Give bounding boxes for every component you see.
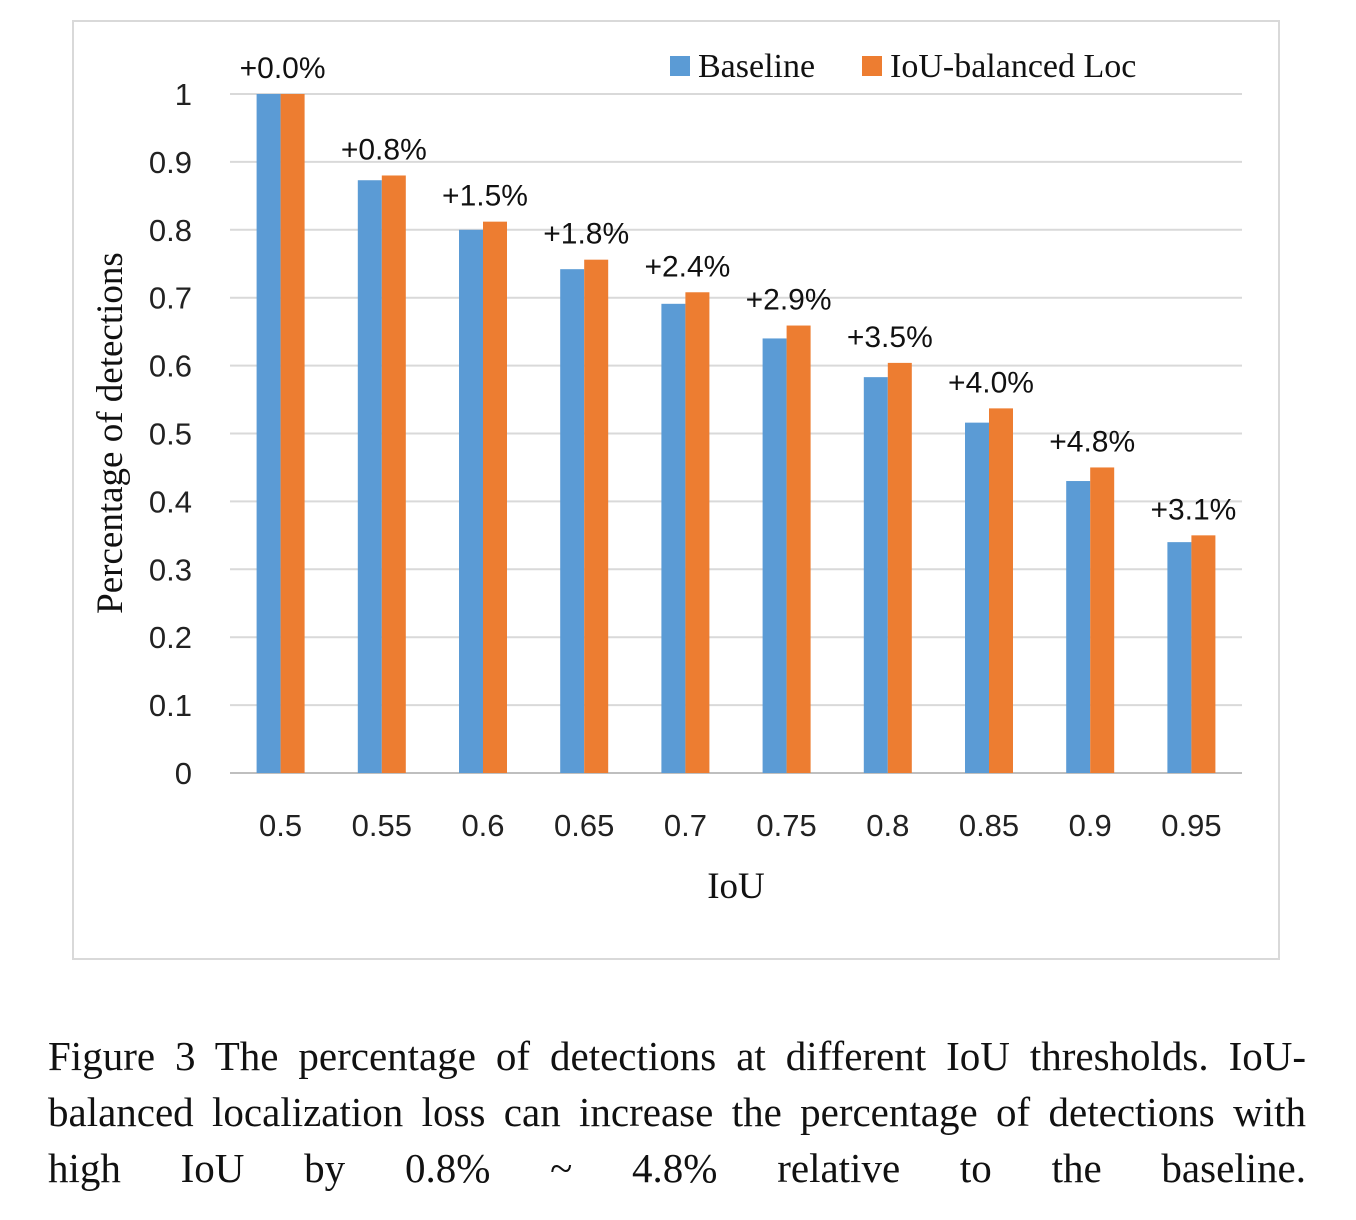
- legend-swatch-iou-balanced-loc: [862, 56, 882, 76]
- figure-caption: Figure 3 The percentage of detections at…: [48, 1033, 1306, 1191]
- y-tick-label: 0.7: [149, 281, 192, 316]
- bar-baseline: [1066, 481, 1091, 773]
- x-tick-label: 0.5: [259, 808, 302, 843]
- bar-annotation: +0.8%: [341, 133, 427, 166]
- bar-iou-balanced-loc: [483, 221, 507, 774]
- bar-annotation: +0.0%: [240, 52, 326, 85]
- y-axis-ticks: 0 0.1 0.2 0.3 0.4 0.5 0.6 0.7 0.8 0.9 1: [149, 77, 192, 791]
- bar-baseline: [661, 303, 686, 773]
- bar-iou-balanced-loc: [1090, 467, 1115, 773]
- x-tick-label: 0.55: [352, 808, 412, 843]
- x-tick-label: 0.6: [461, 808, 504, 843]
- bar-iou-balanced-loc: [280, 94, 305, 773]
- y-tick-label: 1: [175, 77, 192, 112]
- bars: [256, 94, 1216, 774]
- bar-chart: +0.0% +0.8% +1.5% +1.8% +2.4% +2.9% +3.5% +4.0%…: [90, 48, 1242, 907]
- bar-iou-balanced-loc: [685, 292, 710, 773]
- bar-baseline: [863, 377, 888, 773]
- x-tick-label: 0.75: [756, 808, 816, 843]
- y-tick-label: 0.6: [149, 349, 192, 384]
- y-axis-label: Percentage of detections: [90, 252, 131, 614]
- x-tick-label: 0.9: [1069, 808, 1112, 843]
- x-tick-label: 0.95: [1161, 808, 1221, 843]
- bar-baseline: [357, 180, 382, 773]
- bar-iou-balanced-loc: [584, 259, 609, 773]
- bar-iou-balanced-loc: [1191, 535, 1216, 773]
- x-tick-label: 0.85: [959, 808, 1019, 843]
- y-tick-label: 0.8: [149, 213, 192, 248]
- bar-baseline: [256, 94, 281, 773]
- x-tick-label: 0.65: [554, 808, 614, 843]
- bar-annotation: +2.4%: [644, 250, 730, 283]
- y-tick-label: 0.1: [149, 688, 192, 723]
- y-tick-label: 0.2: [149, 620, 192, 655]
- x-axis-ticks: 0.5 0.55 0.6 0.65 0.7 0.75 0.8 0.85 0.9 0.95: [259, 808, 1222, 843]
- bar-baseline: [762, 338, 787, 773]
- bar-iou-balanced-loc: [786, 325, 811, 773]
- bar-annotation: +4.0%: [948, 366, 1034, 399]
- bar-annotation: +1.8%: [543, 218, 629, 251]
- bar-annotations: +0.0% +0.8% +1.5% +1.8% +2.4% +2.9% +3.5% +4.0%…: [240, 52, 1237, 526]
- legend: Baseline IoU-balanced Loc: [670, 48, 1136, 85]
- x-tick-label: 0.7: [664, 808, 707, 843]
- bar-annotation: +2.9%: [746, 284, 832, 317]
- y-tick-label: 0.5: [149, 417, 192, 452]
- bar-baseline: [1167, 542, 1192, 773]
- x-tick-label: 0.8: [866, 808, 909, 843]
- y-tick-label: 0.4: [149, 484, 192, 519]
- bar-annotation: +4.8%: [1049, 425, 1135, 458]
- legend-label: Baseline: [698, 48, 815, 85]
- y-tick-label: 0.9: [149, 145, 192, 180]
- x-axis-label: IoU: [707, 866, 765, 907]
- y-tick-label: 0.3: [149, 552, 192, 587]
- legend-swatch-baseline: [670, 56, 690, 76]
- bar-annotation: +3.1%: [1150, 493, 1236, 526]
- bar-baseline: [560, 269, 585, 773]
- bar-baseline: [965, 422, 989, 773]
- bar-iou-balanced-loc: [381, 175, 406, 774]
- bar-annotation: +3.5%: [847, 321, 933, 354]
- bar-annotation: +1.5%: [442, 180, 528, 213]
- bar-iou-balanced-loc: [989, 408, 1013, 773]
- bar-iou-balanced-loc: [887, 362, 912, 773]
- legend-label: IoU-balanced Loc: [890, 48, 1136, 85]
- y-tick-label: 0: [175, 756, 192, 791]
- bar-baseline: [459, 229, 483, 774]
